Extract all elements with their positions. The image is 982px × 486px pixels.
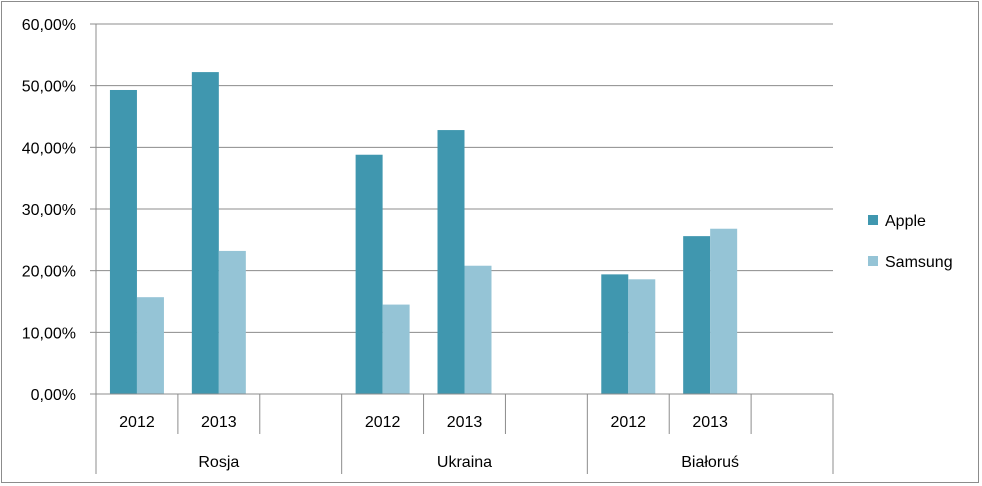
y-tick-label: 10,00% (22, 325, 76, 342)
bars (109, 72, 738, 395)
bar-apple-rosja-2012 (109, 89, 137, 394)
legend-label-samsung: Samsung (885, 254, 953, 271)
x-group-label: Rosja (198, 454, 239, 471)
x-tick-label-year: 2013 (201, 414, 237, 431)
y-tick-label: 0,00% (31, 387, 76, 404)
x-group-label: Białoruś (681, 454, 739, 471)
bar-apple-ukraina-2013 (437, 130, 465, 395)
legend-swatch-apple (868, 215, 878, 225)
legend-label-apple: Apple (885, 213, 926, 230)
y-tick-label: 20,00% (22, 264, 76, 281)
y-axis-tick-labels: 0,00% 10,00% 20,00% 30,00% 40,00% 50,00% 60,00… (22, 17, 76, 404)
x-tick-label-year: 2012 (610, 414, 646, 431)
legend: Apple Samsung (868, 213, 953, 271)
legend-swatch-samsung (868, 256, 878, 266)
bar-samsung-rosja-2012 (136, 297, 164, 394)
axes (95, 24, 833, 395)
x-group-label: Ukraina (437, 454, 492, 471)
y-tick-label: 30,00% (22, 202, 76, 219)
y-tick-label: 40,00% (22, 140, 76, 157)
x-axis-labels: 2012 2013 Rosja 2012 2013 Ukraina 2012 2013 Biał… (95, 394, 834, 474)
bar-apple-białoruś-2012 (601, 274, 629, 394)
bar-samsung-białoruś-2013 (710, 228, 738, 394)
y-tick-label: 60,00% (22, 17, 76, 34)
bar-apple-rosja-2013 (191, 72, 219, 394)
x-tick-label-year: 2012 (365, 414, 401, 431)
bar-apple-białoruś-2013 (683, 236, 711, 394)
x-tick-label-year: 2012 (119, 414, 155, 431)
y-tick-label: 50,00% (22, 79, 76, 96)
bar-samsung-ukraina-2013 (464, 265, 492, 394)
x-tick-label-year: 2013 (692, 414, 728, 431)
bar-samsung-białoruś-2012 (628, 279, 656, 394)
bar-samsung-rosja-2013 (218, 250, 246, 394)
x-tick-label-year: 2013 (447, 414, 483, 431)
bar-apple-ukraina-2012 (355, 154, 383, 394)
bar-samsung-ukraina-2012 (382, 304, 410, 394)
